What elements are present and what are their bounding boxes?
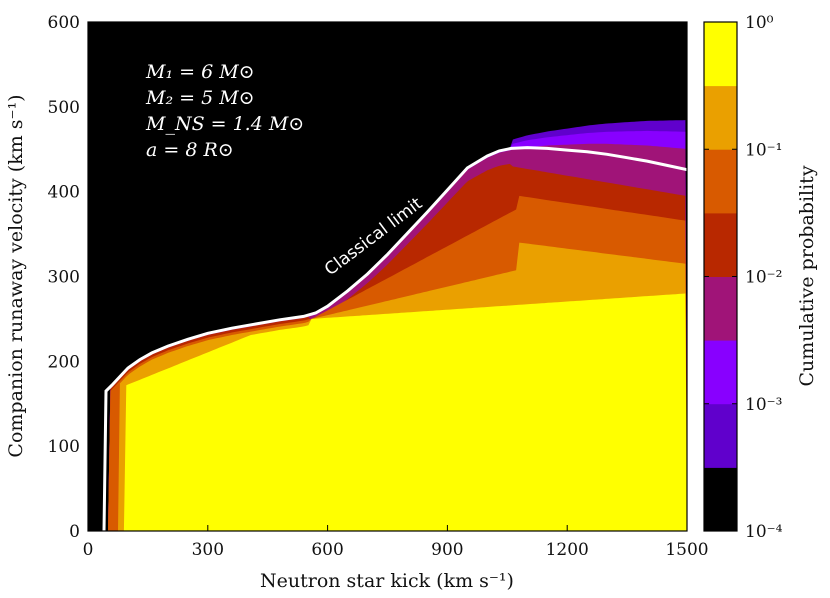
y-axis-label: Companion runaway velocity (km s⁻¹)	[5, 94, 27, 457]
y-tick-label: 200	[48, 352, 80, 372]
x-axis: 0 300 600 900 1200 1500	[83, 525, 709, 560]
annotation-m2: M₂ = 5 M⊙	[145, 87, 255, 109]
classical-limit-curve	[102, 146, 687, 531]
heatmap-band-7	[123, 293, 687, 531]
colorbar-level-6	[704, 85, 737, 150]
colorbar-ticks: 10⁰ 10⁻¹ 10⁻² 10⁻³ 10⁻⁴	[704, 13, 783, 542]
colorbar-tick-label: 10⁻²	[745, 268, 782, 288]
y-tick-label: 400	[48, 183, 80, 203]
annotation-mns: M_NS = 1.4 M⊙	[145, 113, 304, 135]
annotations: M₁ = 6 M⊙ M₂ = 5 M⊙ M_NS = 1.4 M⊙ a = 8 …	[145, 61, 304, 161]
heatmap-bands	[108, 120, 687, 531]
colorbar-level-1	[704, 403, 737, 468]
x-tick-label: 0	[83, 540, 94, 560]
colorbar-level-0	[704, 467, 737, 532]
annotation-m1: M₁ = 6 M⊙	[145, 61, 255, 83]
y-axis: 0 100 200 300 400 500 600	[48, 13, 94, 542]
x-tick-label: 600	[311, 540, 343, 560]
colorbar-level-7	[704, 22, 737, 87]
y-tick-label: 0	[69, 522, 80, 542]
x-tick-label: 1200	[546, 540, 589, 560]
colorbar-tick-label: 10⁻¹	[745, 140, 782, 160]
colorbar-tick-label: 10⁰	[745, 13, 774, 33]
annotation-a: a = 8 R⊙	[146, 139, 234, 161]
x-tick-label: 900	[431, 540, 463, 560]
x-tick-label: 1500	[665, 540, 708, 560]
colorbar-tick-label: 10⁻³	[745, 395, 782, 415]
colorbar-level-3	[704, 276, 737, 341]
colorbar-level-4	[704, 212, 737, 277]
x-tick-label: 300	[192, 540, 224, 560]
y-tick-label: 300	[48, 268, 80, 288]
y-tick-label: 600	[48, 13, 80, 33]
colorbar	[704, 22, 737, 532]
y-tick-label: 500	[48, 98, 80, 118]
colorbar-label: Cumulative probability	[796, 165, 818, 386]
colorbar-level-5	[704, 149, 737, 214]
colorbar-level-2	[704, 340, 737, 405]
y-tick-label: 100	[48, 437, 80, 457]
x-axis-label: Neutron star kick (km s⁻¹)	[260, 570, 514, 592]
colorbar-tick-label: 10⁻⁴	[745, 522, 783, 542]
